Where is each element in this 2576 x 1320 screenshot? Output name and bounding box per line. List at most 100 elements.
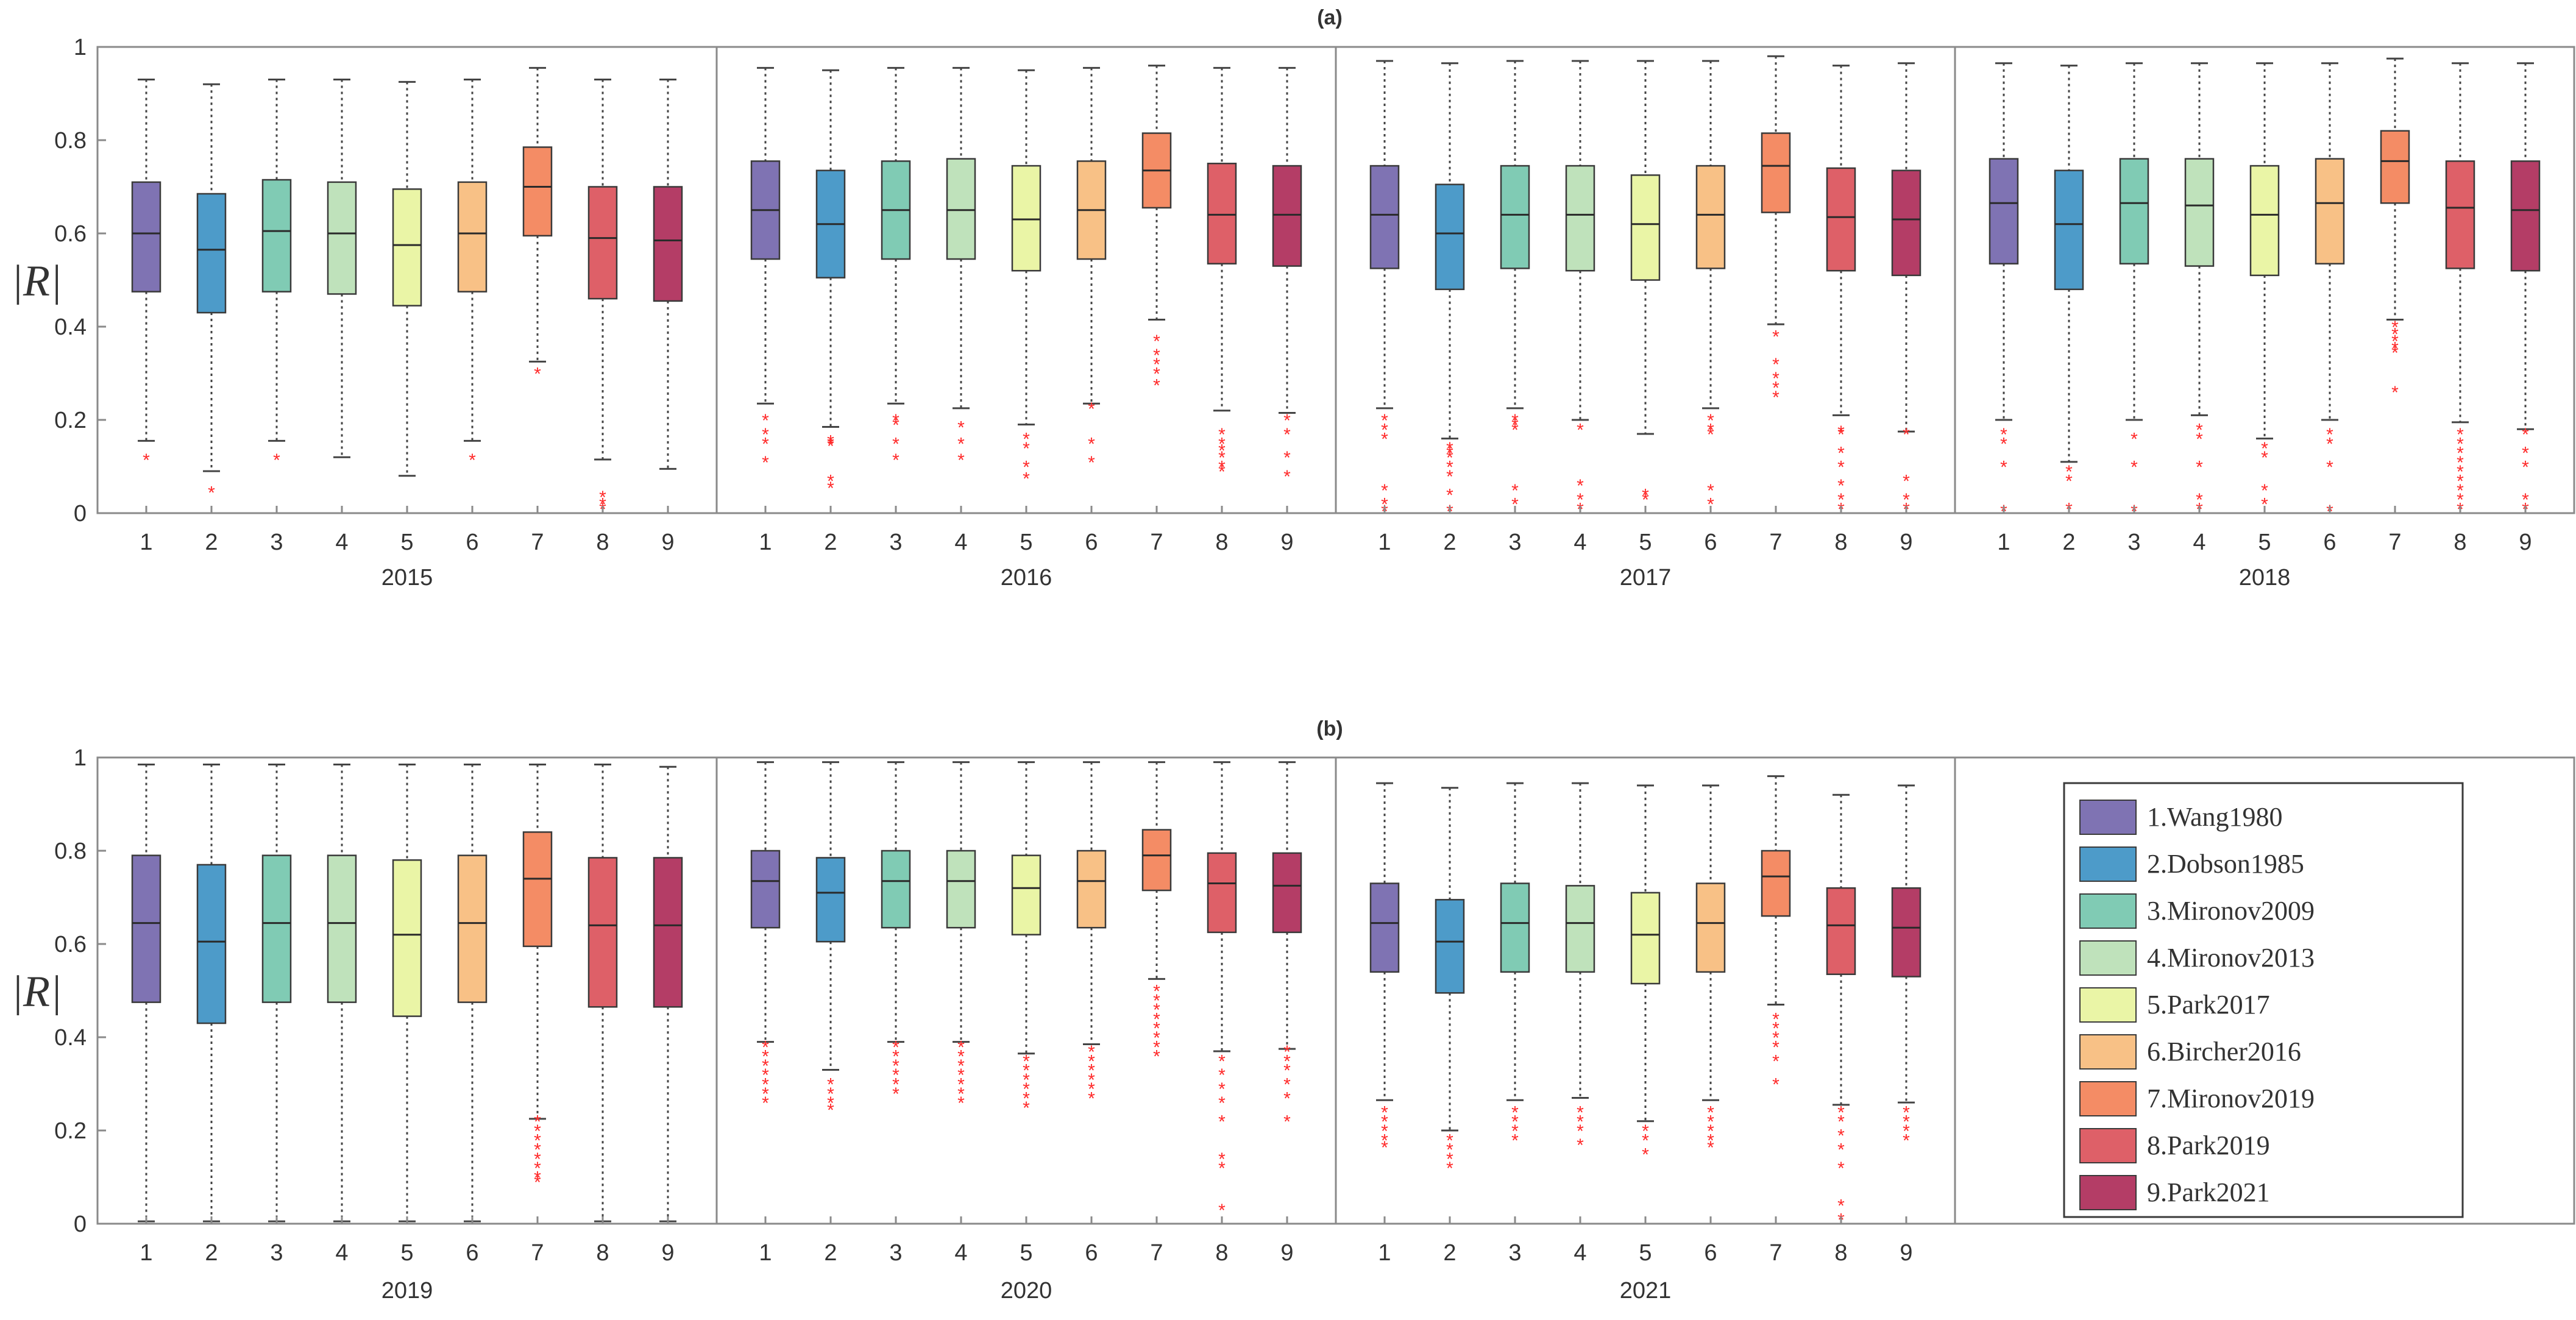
outlier-point: *	[2261, 495, 2268, 515]
x-tick-label: 8	[2454, 530, 2466, 555]
outlier-point: *	[1218, 425, 1226, 445]
outlier-point: *	[1153, 991, 1160, 1011]
box-2	[1435, 899, 1465, 994]
outlier-point: *	[1153, 346, 1160, 366]
outlier-point: *	[827, 434, 834, 454]
x-tick-label: 1	[1997, 530, 2010, 555]
outlier-point: *	[892, 411, 899, 431]
outlier-point: *	[1218, 462, 1226, 482]
box-6	[457, 181, 488, 293]
panel-title: (b)	[1316, 717, 1343, 740]
x-tick-label: 5	[400, 530, 413, 555]
outlier-point: *	[2131, 430, 2138, 450]
outlier-point: *	[1023, 1070, 1030, 1090]
outlier-point: *	[1218, 1093, 1226, 1113]
x-tick-label: 9	[661, 530, 674, 555]
outlier-point: *	[1511, 495, 1519, 515]
outlier-point: *	[1283, 1051, 1291, 1071]
outlier-point: *	[534, 1173, 541, 1193]
y-tick-label: 0	[74, 1212, 87, 1237]
box-5	[1011, 854, 1041, 935]
outlier-point: *	[892, 416, 899, 436]
outlier-point: *	[1837, 422, 1845, 442]
box-2	[2054, 169, 2084, 291]
year-label: 2016	[1001, 565, 1052, 591]
box-3	[881, 850, 911, 929]
outlier-point: *	[1642, 1130, 1649, 1151]
legend-label-4: 4.Mironov2013	[2147, 943, 2315, 973]
box-8	[2445, 160, 2475, 269]
outlier-point: *	[1088, 453, 1095, 473]
outlier-point: *	[1023, 430, 1030, 450]
outlier-point: *	[1153, 1009, 1160, 1029]
outlier-point: *	[2065, 471, 2073, 491]
outlier-point: *	[1381, 1102, 1388, 1123]
outlier-point: *	[1837, 1126, 1845, 1146]
panel-a: (a)|R|00.20.40.60.812015*1*2*345*6*7***8…	[11, 6, 2575, 591]
x-tick-label: 4	[335, 530, 348, 555]
outlier-point: *	[1381, 430, 1388, 450]
outlier-point: *	[2000, 425, 2007, 445]
outlier-point: *	[1511, 416, 1519, 436]
y-tick-label: 1	[74, 35, 87, 60]
legend-swatch-9	[2079, 1175, 2137, 1210]
outlier-point: *	[957, 417, 965, 438]
outlier-point: *	[1903, 1130, 1910, 1151]
outlier-point: *	[1772, 1075, 1779, 1095]
outlier-point: *	[892, 1047, 899, 1067]
box-5	[392, 859, 422, 1017]
outlier-point: *	[762, 1075, 769, 1095]
outlier-point: *	[762, 1084, 769, 1104]
outlier-point: *	[762, 411, 769, 431]
box-9	[2510, 160, 2541, 272]
outlier-point: *	[1837, 1102, 1845, 1123]
year-label: 2017	[1620, 565, 1672, 591]
box-6	[1695, 882, 1726, 973]
outlier-point: *	[1642, 1121, 1649, 1141]
outlier-point: *	[1023, 1098, 1030, 1118]
outlier-point: *	[892, 1084, 899, 1104]
outlier-point: *	[1218, 448, 1226, 468]
outlier-point: *	[1837, 1159, 1845, 1179]
x-tick-label: 1	[1378, 1240, 1391, 1266]
outlier-point: *	[1023, 469, 1030, 489]
outlier-point: *	[2522, 458, 2529, 478]
outlier-point: *	[534, 1140, 541, 1160]
x-tick-label: 6	[2323, 530, 2336, 555]
outlier-point: *	[1381, 420, 1388, 440]
outlier-point: *	[2196, 490, 2203, 510]
outlier-point: *	[1088, 1061, 1095, 1081]
outlier-point: *	[1837, 1196, 1845, 1216]
legend-label-7: 7.Mironov2019	[2147, 1084, 2315, 1113]
outlier-point: *	[1446, 1149, 1453, 1169]
box-5	[2249, 165, 2280, 277]
box-6	[457, 854, 488, 1003]
outlier-point: *	[1446, 1140, 1453, 1160]
outlier-point: *	[762, 1093, 769, 1113]
outlier-point: *	[762, 434, 769, 454]
outlier-point: *	[1088, 1042, 1095, 1062]
x-tick-label: 2	[1443, 1240, 1456, 1266]
outlier-point: *	[599, 495, 606, 515]
box-9	[653, 186, 683, 302]
outlier-point: *	[1707, 1130, 1714, 1151]
outlier-point: *	[1218, 1065, 1226, 1085]
outlier-point: *	[1153, 1000, 1160, 1020]
x-tick-label: 2	[824, 530, 837, 555]
box-4	[1565, 885, 1595, 973]
outlier-point: *	[1837, 1140, 1845, 1160]
outlier-point: *	[1772, 355, 1779, 375]
outlier-point: *	[2522, 490, 2529, 510]
legend-label-6: 6.Bircher2016	[2147, 1037, 2301, 1066]
legend-swatch-6	[2079, 1034, 2137, 1070]
x-tick-label: 3	[1508, 1240, 1521, 1266]
box-8	[587, 186, 618, 300]
outlier-point: *	[1153, 1019, 1160, 1039]
x-tick-label: 6	[466, 1240, 478, 1266]
y-tick-label: 0.8	[54, 839, 87, 864]
box-4	[327, 181, 357, 295]
legend-swatch-1	[2079, 800, 2137, 835]
box-3	[261, 854, 292, 1003]
outlier-point: *	[892, 1065, 899, 1085]
x-tick-label: 1	[759, 1240, 772, 1266]
